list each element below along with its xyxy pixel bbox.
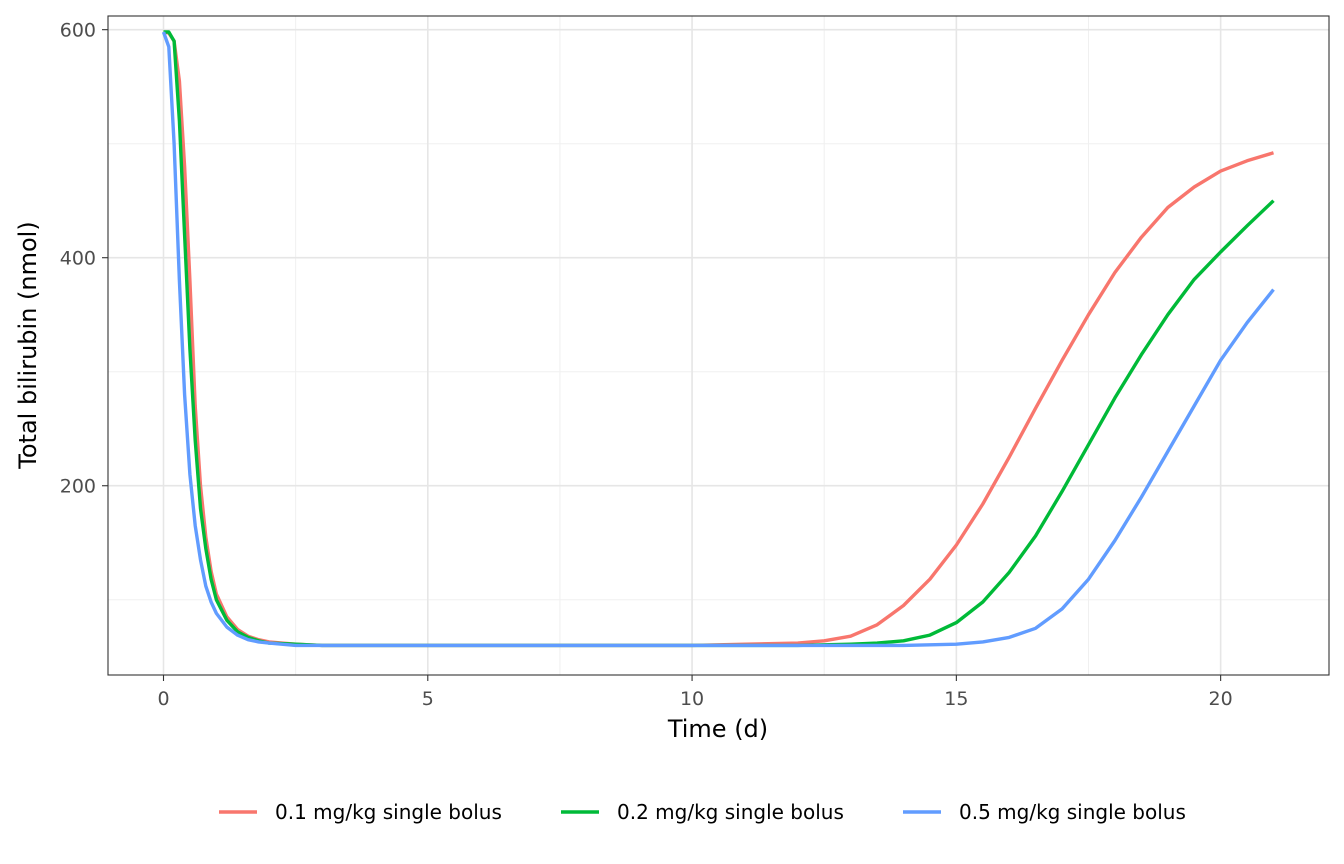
legend: 0.1 mg/kg single bolus 0.2 mg/kg single b… [219,800,1186,824]
y-tick-label: 200 [60,476,96,498]
series-line-3 [161,31,1275,648]
y-axis-title: Total bilirubin (nmol) [14,221,42,469]
x-tick-label: 15 [944,688,968,710]
series-lines [161,30,1275,648]
x-tick-label: 5 [422,688,434,710]
y-tick-label: 400 [60,248,96,270]
legend-label-3: 0.5 mg/kg single bolus [959,800,1186,824]
x-tick-label: 10 [680,688,704,710]
x-tick-label: 20 [1209,688,1233,710]
x-tick-label: 0 [157,688,169,710]
minor-gridlines [108,16,1329,675]
y-axis: 200 400 600 [60,20,108,498]
legend-label-2: 0.2 mg/kg single bolus [617,800,844,824]
plot-panel-border [107,15,1330,676]
x-axis: 0 5 10 15 20 [157,675,1233,710]
x-axis-title: Time (d) [667,715,768,743]
legend-label-1: 0.1 mg/kg single bolus [275,800,502,824]
y-tick-label: 600 [60,20,96,42]
